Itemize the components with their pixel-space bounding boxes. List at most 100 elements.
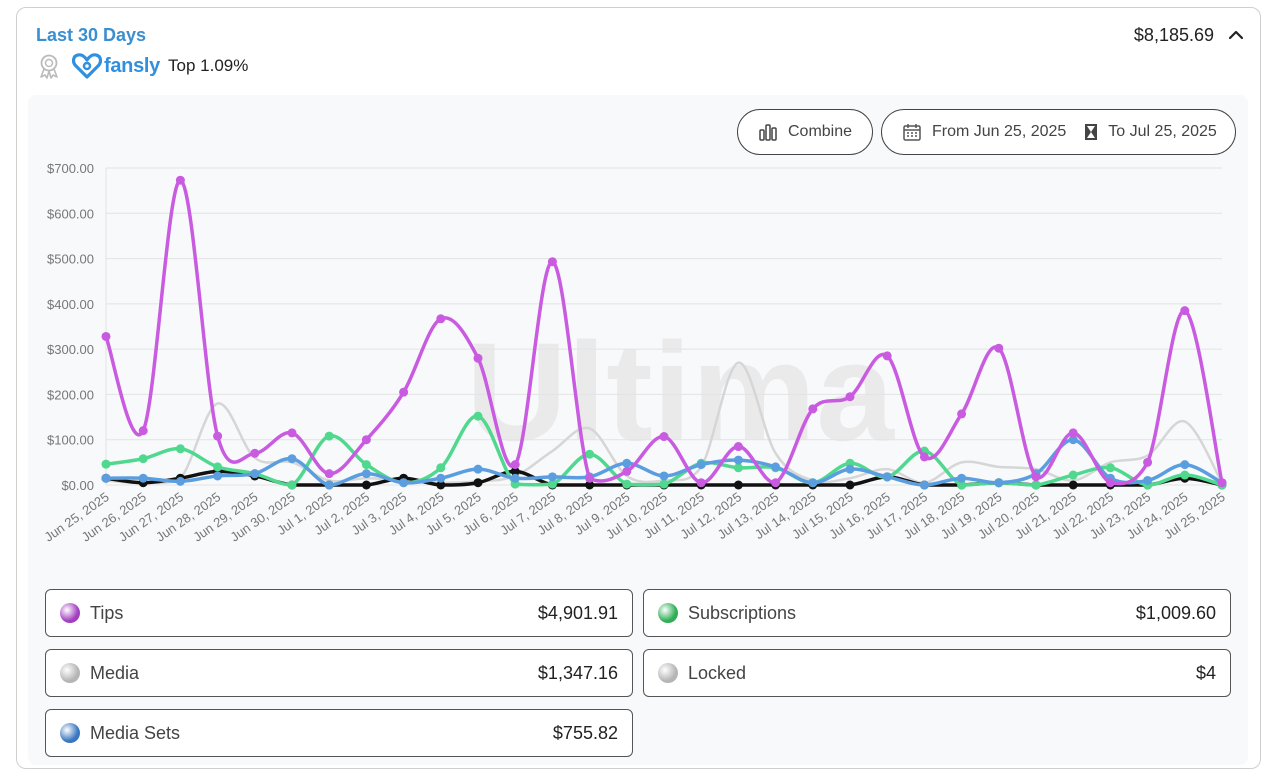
data-point-media-sets[interactable] [845, 464, 855, 474]
chevron-up-icon[interactable] [1226, 25, 1246, 45]
data-point-tips[interactable] [1217, 478, 1227, 488]
data-point-tips[interactable] [1143, 457, 1153, 467]
data-point-tips[interactable] [957, 409, 967, 419]
y-tick-label: $100.00 [47, 433, 94, 448]
data-point-tips[interactable] [882, 351, 892, 361]
data-point-subscriptions[interactable] [213, 462, 223, 472]
data-point-locked[interactable] [436, 480, 446, 490]
data-point-tips[interactable] [1031, 472, 1041, 482]
data-point-subscriptions[interactable] [547, 479, 557, 489]
combine-button[interactable]: Combine [737, 109, 873, 155]
data-point-tips[interactable] [771, 478, 781, 488]
data-point-tips[interactable] [175, 175, 185, 185]
legend-color-dot [60, 663, 80, 683]
data-point-media-sets[interactable] [882, 472, 892, 482]
data-point-locked[interactable] [585, 480, 595, 490]
data-point-subscriptions[interactable] [957, 480, 967, 490]
data-point-subscriptions[interactable] [585, 449, 595, 459]
data-point-tips[interactable] [845, 392, 855, 402]
data-point-subscriptions[interactable] [622, 479, 632, 489]
data-point-subscriptions[interactable] [733, 463, 743, 473]
legend-item-locked[interactable]: Locked $4 [643, 649, 1231, 697]
data-point-tips[interactable] [919, 452, 929, 462]
data-point-tips[interactable] [399, 387, 409, 397]
data-point-locked[interactable] [845, 480, 855, 490]
data-point-tips[interactable] [547, 257, 557, 267]
data-point-subscriptions[interactable] [175, 444, 185, 454]
legend-item-media[interactable]: Media $1,347.16 [45, 649, 633, 697]
data-point-tips[interactable] [659, 432, 669, 442]
data-point-tips[interactable] [324, 469, 334, 479]
data-point-media-sets[interactable] [808, 478, 818, 488]
data-point-tips[interactable] [101, 331, 111, 341]
data-point-media-sets[interactable] [1143, 475, 1153, 485]
data-point-media-sets[interactable] [324, 480, 334, 490]
data-point-media-sets[interactable] [622, 458, 632, 468]
data-point-subscriptions[interactable] [1180, 470, 1190, 480]
data-point-locked[interactable] [473, 478, 483, 488]
data-point-subscriptions[interactable] [436, 463, 446, 473]
data-point-media-sets[interactable] [957, 473, 967, 483]
data-point-media-sets[interactable] [994, 478, 1004, 488]
date-range-picker[interactable]: From Jun 25, 2025 To Jul 25, 2025 [881, 109, 1236, 155]
data-point-locked[interactable] [733, 480, 743, 490]
data-point-media-sets[interactable] [510, 473, 520, 483]
legend-item-subscriptions[interactable]: Subscriptions $1,009.60 [643, 589, 1231, 637]
data-point-locked[interactable] [510, 466, 520, 476]
data-point-media-sets[interactable] [473, 464, 483, 474]
data-point-subscriptions[interactable] [324, 431, 334, 441]
legend-value: $755.82 [552, 722, 618, 743]
data-point-subscriptions[interactable] [659, 479, 669, 489]
data-point-tips[interactable] [473, 353, 483, 363]
data-point-tips[interactable] [585, 473, 595, 483]
data-point-media-sets[interactable] [213, 471, 223, 481]
data-point-tips[interactable] [808, 404, 818, 414]
data-point-media-sets[interactable] [399, 478, 409, 488]
data-point-tips[interactable] [138, 426, 148, 436]
data-point-subscriptions[interactable] [287, 480, 297, 490]
data-point-tips[interactable] [1105, 478, 1115, 488]
data-point-media-sets[interactable] [138, 473, 148, 483]
data-point-media-sets[interactable] [733, 455, 743, 465]
data-point-subscriptions[interactable] [361, 460, 371, 470]
legend-color-dot [658, 603, 678, 623]
data-point-subscriptions[interactable] [1105, 463, 1115, 473]
data-point-media-sets[interactable] [1180, 460, 1190, 470]
data-point-media-sets[interactable] [771, 462, 781, 472]
legend-item-tips[interactable]: Tips $4,901.91 [45, 589, 633, 637]
data-point-media-sets[interactable] [101, 473, 111, 483]
data-point-tips[interactable] [287, 428, 297, 438]
data-point-subscriptions[interactable] [473, 411, 483, 421]
data-point-media-sets[interactable] [1068, 435, 1078, 445]
data-point-media-sets[interactable] [547, 472, 557, 482]
data-point-media-sets[interactable] [436, 473, 446, 483]
data-point-media-sets[interactable] [361, 469, 371, 479]
data-point-locked[interactable] [361, 480, 371, 490]
legend-item-media-sets[interactable]: Media Sets $755.82 [45, 709, 633, 757]
data-point-tips[interactable] [1068, 428, 1078, 438]
data-point-tips[interactable] [994, 343, 1004, 353]
data-point-tips[interactable] [1180, 306, 1190, 316]
data-point-media-sets[interactable] [250, 469, 260, 479]
data-point-subscriptions[interactable] [1068, 470, 1078, 480]
data-point-tips[interactable] [510, 460, 520, 470]
data-point-subscriptions[interactable] [138, 454, 148, 464]
data-point-media-sets[interactable] [659, 471, 669, 481]
data-point-media-sets[interactable] [919, 480, 929, 490]
date-from-label: From Jun 25, 2025 [932, 123, 1067, 140]
data-point-subscriptions[interactable] [101, 459, 111, 469]
data-point-subscriptions[interactable] [1031, 480, 1041, 490]
data-point-locked[interactable] [1068, 480, 1078, 490]
data-point-tips[interactable] [361, 435, 371, 445]
data-point-tips[interactable] [250, 448, 260, 458]
data-point-tips[interactable] [213, 431, 223, 441]
data-point-media-sets[interactable] [287, 454, 297, 464]
data-point-media-sets[interactable] [696, 460, 706, 470]
data-point-tips[interactable] [696, 478, 706, 488]
data-point-media-sets[interactable] [175, 476, 185, 486]
data-point-tips[interactable] [436, 314, 446, 324]
data-point-tips[interactable] [733, 442, 743, 452]
data-point-tips[interactable] [622, 466, 632, 476]
y-axis: $0.00 $100.00 $200.00 $300.00 $400.00 $500.00… [47, 161, 94, 493]
